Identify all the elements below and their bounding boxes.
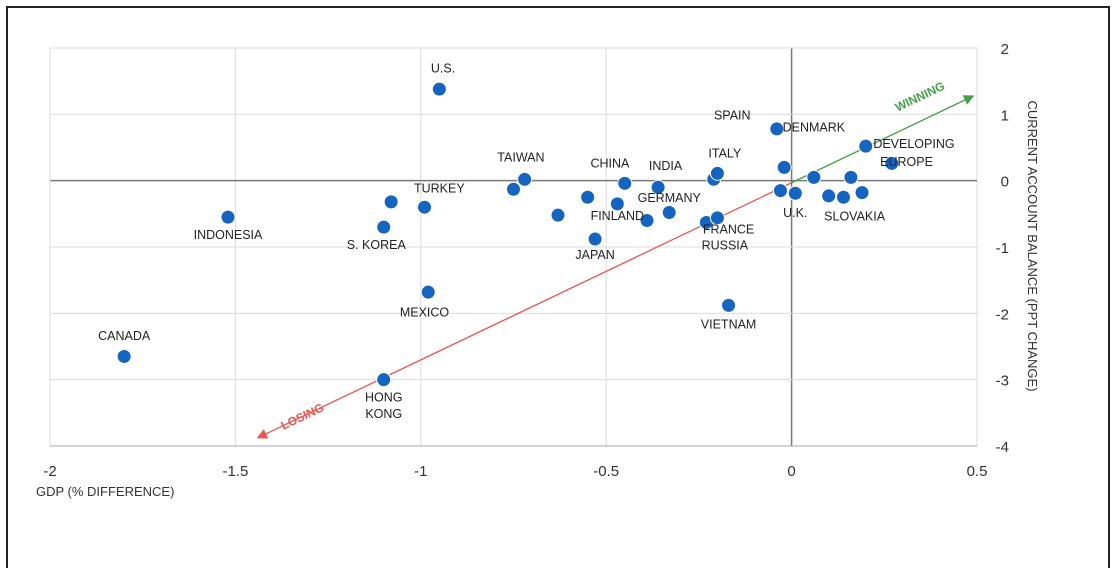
- country-label: RUSSIA: [702, 239, 749, 253]
- country-label: EUROPE: [880, 155, 933, 169]
- country-label: SLOVAKIA: [824, 209, 886, 223]
- country-label: S. KOREA: [347, 238, 407, 252]
- data-point: [858, 138, 874, 154]
- country-label: DEVELOPING: [873, 137, 954, 151]
- country-label: U.S.: [431, 62, 455, 76]
- data-point: [609, 196, 625, 212]
- trend-arrow: LOSING WINNING: [256, 79, 975, 439]
- country-label: JAPAN: [575, 248, 614, 262]
- x-tick-label: 0: [787, 463, 795, 480]
- data-points: [116, 81, 900, 388]
- country-label: VIETNAM: [701, 318, 757, 332]
- country-labels: CANADA INDONESIA S. KOREA TURKEY MEXICO U.S. H…: [98, 62, 954, 422]
- x-axis-label: GDP (% DIFFERENCE): [36, 484, 174, 499]
- data-point: [376, 372, 392, 388]
- y-tick-label: -4: [996, 439, 1009, 456]
- country-label: ITALY: [708, 146, 742, 160]
- country-label: U.K.: [783, 206, 807, 220]
- winning-label: WINNING: [893, 79, 947, 115]
- country-label: DENMARK: [783, 121, 846, 135]
- country-label: CANADA: [98, 329, 151, 343]
- data-point: [580, 189, 596, 205]
- x-tick-label: 0.5: [967, 463, 988, 480]
- country-label: FRANCE: [703, 223, 754, 237]
- y-tick-label: -3: [996, 373, 1009, 390]
- x-tick-label: -1: [414, 463, 427, 480]
- y-axis-label: CURRENT ACCOUNT BALANCE (PPT CHANGE): [1025, 100, 1040, 391]
- data-point: [806, 169, 822, 185]
- data-point: [220, 209, 236, 225]
- data-point: [517, 171, 533, 187]
- y-tick-label: -2: [996, 306, 1009, 323]
- x-tick-label: -0.5: [593, 463, 619, 480]
- grid-lines: [49, 47, 978, 447]
- data-point: [661, 205, 677, 221]
- country-label: CHINA: [590, 156, 630, 170]
- data-point: [506, 181, 521, 197]
- data-point: [376, 219, 392, 235]
- x-ticks: -2 -1.5 -1 -0.5 0 0.5: [43, 463, 987, 480]
- data-point: [417, 199, 433, 215]
- x-tick-label: -2: [43, 463, 56, 480]
- data-point: [821, 188, 837, 204]
- data-point: [431, 81, 447, 97]
- country-label: HONG: [365, 391, 403, 405]
- country-label: KONG: [365, 407, 402, 421]
- data-point: [420, 284, 436, 300]
- country-label: MEXICO: [400, 306, 450, 320]
- data-point: [787, 185, 803, 201]
- x-tick-label: -1.5: [222, 463, 248, 480]
- data-point: [116, 348, 132, 364]
- data-point: [639, 212, 655, 228]
- data-point: [650, 179, 666, 195]
- y-tick-label: -1: [996, 240, 1009, 257]
- data-point: [769, 121, 785, 137]
- data-point: [617, 175, 633, 191]
- y-tick-label: 2: [1001, 41, 1009, 58]
- country-label: TAIWAN: [497, 150, 544, 164]
- data-point: [709, 165, 725, 181]
- data-point: [854, 185, 870, 201]
- y-ticks: 2 1 0 -1 -2 -3 -4: [996, 41, 1009, 456]
- country-label: INDONESIA: [194, 228, 263, 242]
- data-point: [587, 231, 603, 247]
- data-point: [776, 159, 792, 175]
- figure-frame: [6, 6, 1110, 568]
- y-tick-label: 0: [1001, 174, 1009, 191]
- data-point: [772, 183, 788, 199]
- data-point: [709, 210, 725, 226]
- losing-label: LOSING: [279, 400, 327, 432]
- country-label: GERMANY: [638, 191, 702, 205]
- y-tick-label: 1: [1001, 107, 1009, 124]
- country-label: SPAIN: [714, 109, 751, 123]
- winning-arrow: [791, 95, 975, 184]
- data-point: [383, 194, 399, 210]
- country-label: INDIA: [649, 159, 683, 173]
- country-label: TURKEY: [414, 182, 465, 196]
- data-point: [721, 297, 737, 313]
- data-point: [550, 207, 566, 223]
- data-point: [836, 189, 852, 205]
- country-label: FINLAND: [591, 209, 644, 223]
- data-point: [843, 169, 859, 185]
- data-point: [884, 155, 900, 171]
